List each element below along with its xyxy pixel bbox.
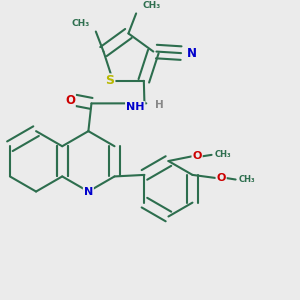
Text: H: H [155, 100, 164, 110]
Text: N: N [84, 187, 93, 196]
Text: CH₃: CH₃ [239, 175, 255, 184]
Text: N: N [187, 46, 197, 60]
Text: CH₃: CH₃ [142, 2, 160, 10]
Text: NH: NH [126, 102, 144, 112]
Text: CH₃: CH₃ [71, 20, 90, 28]
Text: CH₃: CH₃ [215, 150, 231, 159]
Text: O: O [216, 173, 226, 183]
Text: O: O [65, 94, 75, 107]
Text: O: O [192, 151, 202, 161]
Text: S: S [106, 74, 115, 87]
